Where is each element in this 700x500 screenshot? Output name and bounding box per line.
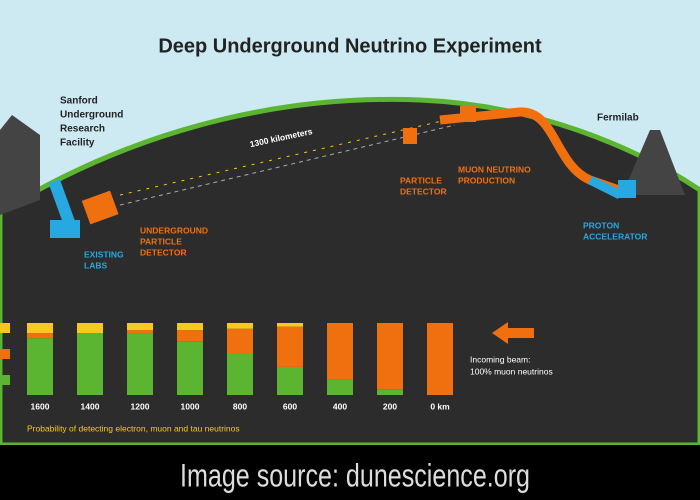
sanford-label: Underground bbox=[60, 110, 123, 121]
proton-accelerator-label: ACCELERATOR bbox=[583, 231, 647, 241]
muon-beamline bbox=[439, 107, 627, 197]
footer-strip bbox=[0, 445, 700, 500]
legend-swatch bbox=[0, 375, 10, 385]
bar-segment bbox=[27, 338, 53, 395]
bar-segment bbox=[327, 323, 353, 380]
sanford-label: Research bbox=[60, 124, 105, 135]
legend-swatch bbox=[0, 323, 10, 333]
bar-segment bbox=[77, 323, 103, 334]
beam-arrow bbox=[492, 322, 534, 344]
sanford-building bbox=[0, 115, 40, 215]
beam bbox=[119, 117, 456, 196]
x-tick-label: 800 bbox=[233, 401, 247, 411]
x-tick-label: 0 km bbox=[430, 401, 450, 411]
bar-segment bbox=[127, 323, 153, 331]
fermilab-building bbox=[622, 130, 685, 195]
particle-detector bbox=[403, 128, 417, 144]
muon-production-label: PRODUCTION bbox=[458, 175, 515, 185]
muon-production-label: MUON NEUTRINO bbox=[458, 164, 531, 174]
proton-accelerator bbox=[618, 180, 636, 198]
bar-segment bbox=[327, 379, 353, 395]
sanford-label: Facility bbox=[60, 138, 95, 149]
bar-segment bbox=[277, 323, 303, 327]
muon-production bbox=[460, 106, 476, 122]
bar-segment bbox=[177, 341, 203, 395]
underground-detector-label: DETECTOR bbox=[140, 247, 187, 257]
bar-segment bbox=[277, 326, 303, 367]
bar-segment bbox=[227, 353, 253, 395]
bar-segment bbox=[77, 333, 103, 395]
bar-segment bbox=[227, 323, 253, 329]
x-tick-label: 1400 bbox=[81, 401, 100, 411]
underground-detector-label: UNDERGROUND bbox=[140, 225, 208, 235]
sanford-label: Sanford bbox=[60, 96, 98, 107]
existing-labs bbox=[50, 220, 80, 238]
footer: Image source: dunescience.org bbox=[180, 457, 530, 493]
incoming-beam-label: Incoming beam: bbox=[470, 354, 530, 364]
legend-swatch bbox=[0, 349, 10, 359]
bar-segment bbox=[27, 333, 53, 339]
bar-segment bbox=[377, 323, 403, 390]
fermilab-label: Fermilab bbox=[597, 113, 639, 124]
title: Deep Underground Neutrino Experiment bbox=[158, 35, 542, 57]
existing-labs-label: EXISTING bbox=[84, 249, 124, 259]
bar-segment bbox=[227, 328, 253, 354]
x-tick-label: 400 bbox=[333, 401, 347, 411]
x-tick-label: 1600 bbox=[31, 401, 50, 411]
x-tick-label: 200 bbox=[383, 401, 397, 411]
proton-accelerator-label: PROTON bbox=[583, 220, 619, 230]
particle-detector-label: DETECTOR bbox=[400, 186, 447, 196]
x-tick-label: 1200 bbox=[131, 401, 150, 411]
existing-labs-shaft bbox=[48, 179, 76, 226]
x-tick-label: 1000 bbox=[181, 401, 200, 411]
x-tick-label: 600 bbox=[283, 401, 297, 411]
bar-segment bbox=[127, 333, 153, 395]
bar-segment bbox=[427, 323, 453, 395]
bar-segment bbox=[377, 389, 403, 395]
chart-caption: Probability of detecting electron, muon … bbox=[27, 423, 240, 433]
bar-segment bbox=[177, 323, 203, 331]
bar-segment bbox=[177, 330, 203, 342]
underground-detector bbox=[81, 190, 119, 225]
proton-accelerator bbox=[587, 175, 623, 200]
bar-segment bbox=[27, 323, 53, 334]
underground-detector-label: PARTICLE bbox=[140, 236, 182, 246]
particle-detector-label: PARTICLE bbox=[400, 175, 442, 185]
bar-segment bbox=[127, 330, 153, 334]
bar-segment bbox=[277, 366, 303, 395]
existing-labs-label: LABS bbox=[84, 260, 107, 270]
beam bbox=[119, 124, 456, 206]
incoming-beam-label: 100% muon neutrinos bbox=[470, 366, 553, 376]
